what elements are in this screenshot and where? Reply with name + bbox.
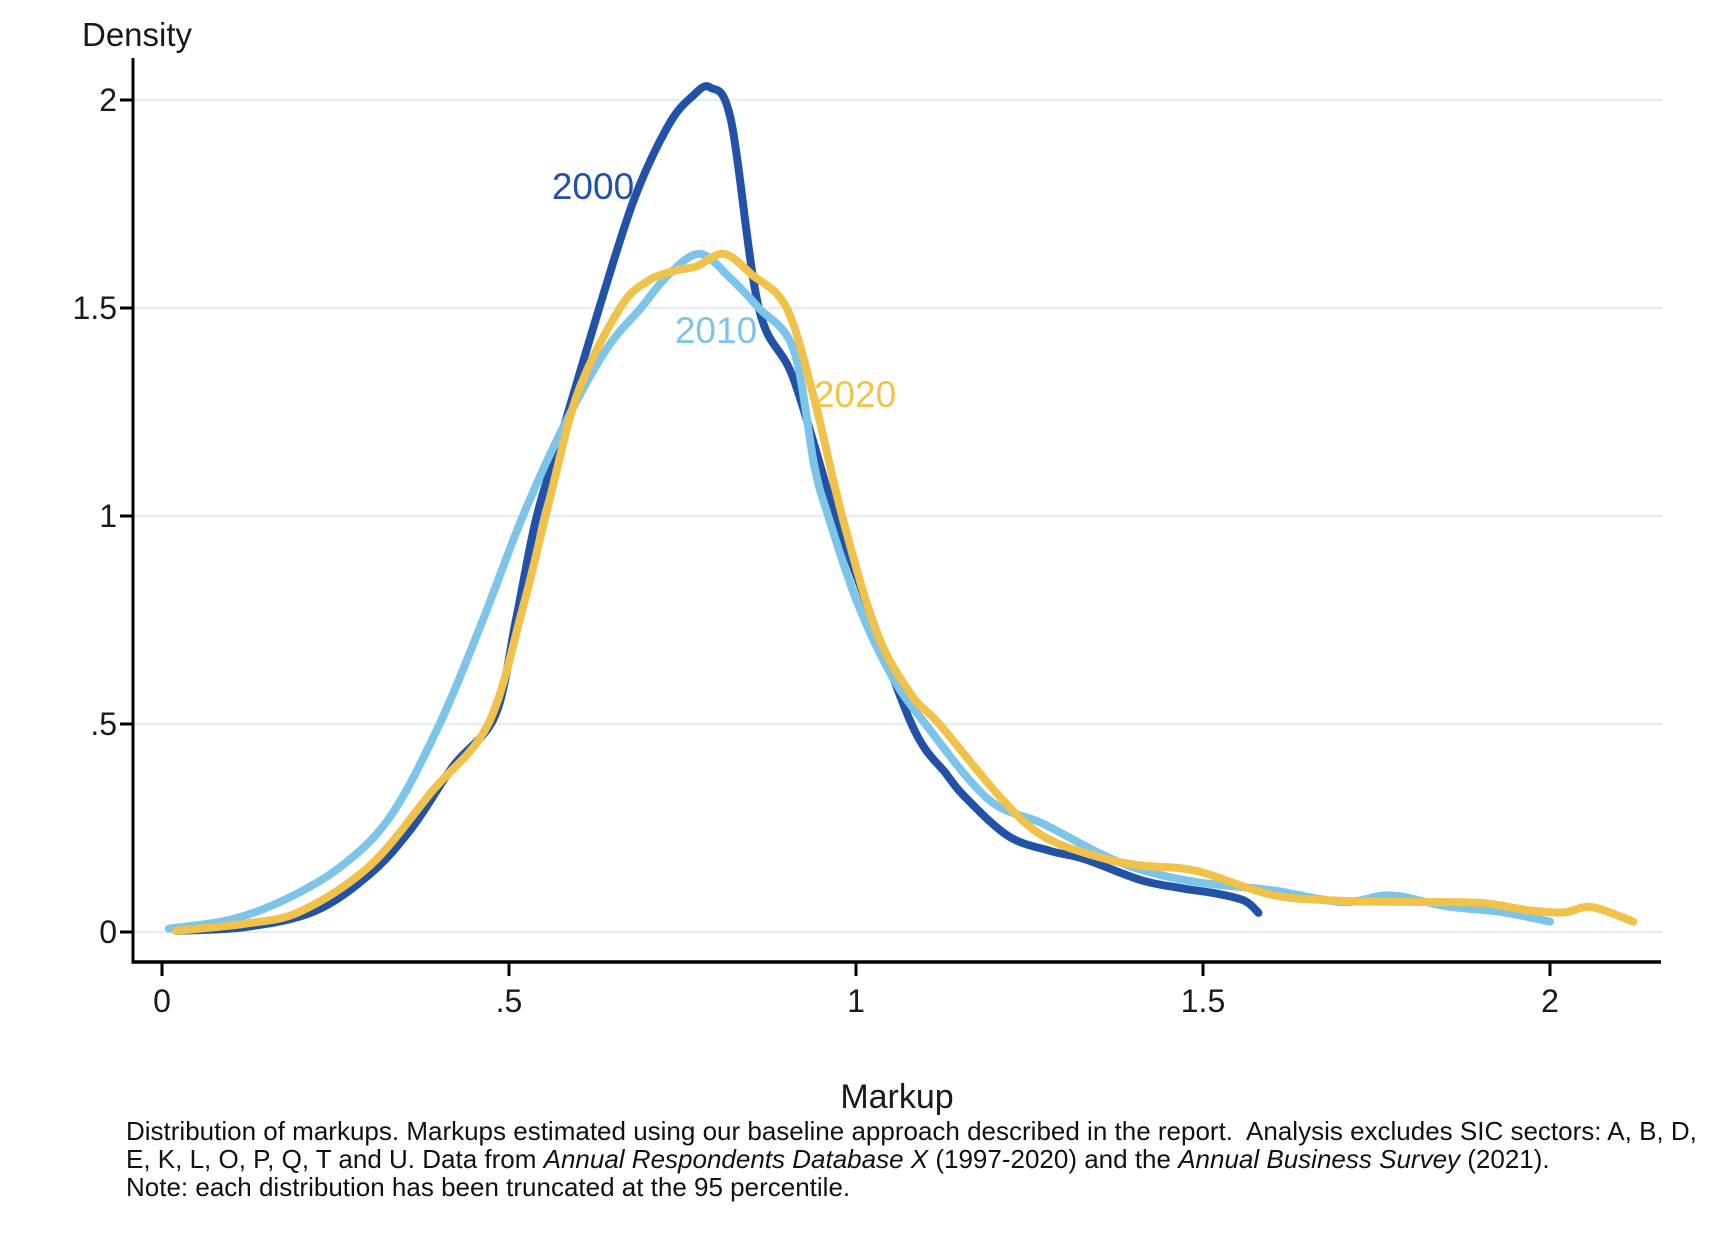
x-tick-label-2: 2	[1541, 983, 1559, 1019]
caption-text-segment: (1997-2020) and the	[928, 1144, 1179, 1174]
curve-label-2000: 2000	[552, 166, 634, 207]
curve-2000	[171, 82, 1263, 935]
x-tick-label-1.5: 1.5	[1181, 983, 1225, 1019]
y-axis-title: Density	[82, 16, 193, 53]
figure-caption: Distribution of markups. Markups estimat…	[126, 1117, 1697, 1201]
caption-italic-segment: Annual Business Survey	[1178, 1144, 1461, 1174]
x-tick-label-0: 0	[153, 983, 171, 1019]
caption-text-segment: Distribution of markups. Markups estimat…	[126, 1116, 1697, 1146]
caption-line-1: Distribution of markups. Markups estimat…	[126, 1117, 1697, 1145]
caption-italic-segment: Annual Respondents Database X	[543, 1144, 929, 1174]
y-tick-label-2: 2	[99, 82, 117, 118]
curve-2020	[171, 249, 1638, 935]
caption-line-2: E, K, L, O, P, Q, T and U. Data from Ann…	[126, 1145, 1697, 1173]
caption-line-3: Note: each distribution has been truncat…	[126, 1173, 1697, 1201]
y-tick-label-0.5: .5	[90, 706, 117, 742]
y-tick-label-1: 1	[99, 498, 117, 534]
caption-text-segment: E, K, L, O, P, Q, T and U. Data from	[126, 1144, 544, 1174]
x-axis-title: Markup	[840, 1078, 954, 1116]
x-tick-label-0.5: .5	[496, 983, 523, 1019]
curve-label-2020: 2020	[814, 374, 896, 415]
y-tick-label-0: 0	[99, 914, 117, 950]
x-tick-label-1: 1	[847, 983, 865, 1019]
caption-text-segment: (2021).	[1460, 1144, 1550, 1174]
y-tick-label-1.5: 1.5	[73, 290, 117, 326]
curve-label-2010: 2010	[675, 310, 757, 351]
caption-text-segment: Note: each distribution has been truncat…	[126, 1172, 851, 1202]
